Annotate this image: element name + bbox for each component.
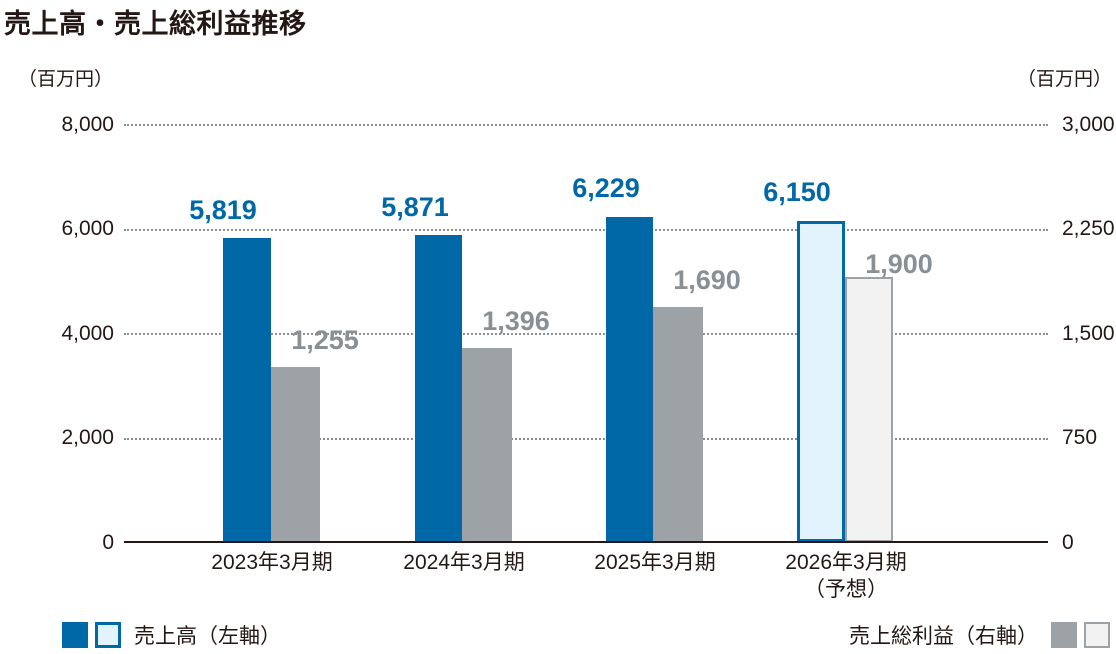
x-axis-baseline — [124, 541, 1048, 543]
category-label-main: 2026年3月期 — [785, 551, 907, 574]
bar-sales-2026-forecast — [797, 220, 845, 542]
legend-profit-label: 売上総利益（右軸） — [849, 625, 1038, 648]
gridline — [124, 437, 1048, 440]
value-label-sales-2024: 5,871 — [381, 192, 449, 222]
category-label-main: 2025年3月期 — [594, 551, 716, 574]
value-label-sales-2023: 5,819 — [189, 195, 257, 225]
category-label-main: 2023年3月期 — [211, 551, 333, 574]
gridline — [124, 124, 1048, 126]
legend-profit[interactable]: 売上総利益（右軸） — [849, 620, 1110, 650]
category-label-2024: 2024年3月期 — [368, 550, 560, 577]
legend-swatch-sales-actual-icon — [62, 622, 88, 648]
category-label-2023: 2023年3月期 — [176, 550, 368, 577]
bar-profit-2024 — [462, 347, 512, 542]
bar-sales-2023 — [223, 238, 271, 542]
legend-swatch-profit-actual-icon — [1051, 622, 1077, 648]
right-tick-label: 1,500 — [1062, 322, 1115, 345]
legend-swatch-profit-forecast-icon — [1084, 622, 1110, 648]
category-label-2025: 2025年3月期 — [559, 550, 751, 577]
legend-sales[interactable]: 売上高（左軸） — [62, 620, 281, 650]
gridline — [124, 333, 1048, 335]
left-tick-label: 6,000 — [61, 217, 114, 240]
legend-swatch-sales-forecast-icon — [95, 622, 121, 648]
value-label-sales-2026: 6,150 — [763, 177, 831, 207]
right-tick-label: 3,000 — [1062, 113, 1115, 136]
left-tick-label: 2,000 — [61, 426, 114, 449]
bar-profit-2023 — [271, 367, 320, 542]
bar-sales-2025 — [606, 216, 653, 542]
right-tick-label: 0 — [1062, 531, 1074, 554]
bar-profit-2026-forecast — [845, 277, 893, 542]
bar-sales-2024 — [415, 235, 462, 542]
bar-profit-2025 — [653, 306, 703, 542]
left-tick-label: 0 — [102, 531, 114, 554]
right-tick-label: 2,250 — [1062, 217, 1115, 240]
page-title: 売上高・売上総利益推移 — [4, 9, 307, 39]
right-tick-label: 750 — [1062, 426, 1098, 449]
left-tick-label: 8,000 — [61, 113, 114, 136]
value-label-sales-2025: 6,229 — [572, 173, 640, 203]
value-label-profit-2026: 1,900 — [865, 249, 933, 279]
value-label-profit-2023: 1,255 — [291, 325, 359, 355]
legend-sales-label: 売上高（左軸） — [134, 625, 281, 648]
gridline — [124, 228, 1048, 231]
category-label-2026: 2026年3月期 （予想） — [750, 550, 942, 604]
plot-area — [124, 124, 1048, 542]
value-label-profit-2025: 1,690 — [673, 265, 741, 295]
value-label-profit-2024: 1,396 — [482, 306, 550, 336]
left-axis-unit-label: （百万円） — [18, 69, 114, 90]
left-tick-label: 4,000 — [61, 322, 114, 345]
category-label-sub: （予想） — [804, 577, 888, 601]
right-axis-unit-label: （百万円） — [1016, 69, 1112, 90]
category-label-main: 2024年3月期 — [403, 551, 525, 574]
